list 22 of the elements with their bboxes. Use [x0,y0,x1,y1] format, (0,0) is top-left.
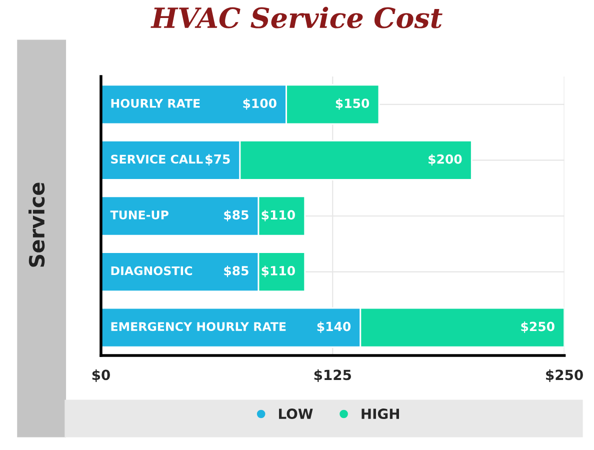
y-tick-label: SERVICE CALL [111,154,203,164]
data-label: $85 [224,266,248,278]
y-tick-label: EMERGENCY HOURLY RATE [111,322,286,332]
total-label: $150 [336,98,370,110]
legend-label: LOW [279,408,313,420]
total-label: $110 [262,210,295,222]
x-tick-label: $125 [314,369,351,382]
data-label: $75 [206,154,230,166]
x-tick-label: $250 [546,369,583,382]
y-tick-label: TUNE-UP [110,210,168,220]
chart-title: HVAC Service Cost [150,6,442,28]
total-label: $200 [428,154,462,166]
legend-label: HIGH [362,408,399,420]
total-label: $110 [262,266,295,278]
y-tick-label: DIAGNOSTIC [111,266,192,276]
data-label: $140 [317,322,351,333]
x-tick-label: $0 [92,369,110,382]
y-tick-label: HOURLY RATE [111,98,200,108]
data-label: $100 [243,98,276,110]
y-axis-title: Service [28,182,45,267]
data-label: $85 [224,210,248,222]
total-label: $250 [521,322,554,333]
